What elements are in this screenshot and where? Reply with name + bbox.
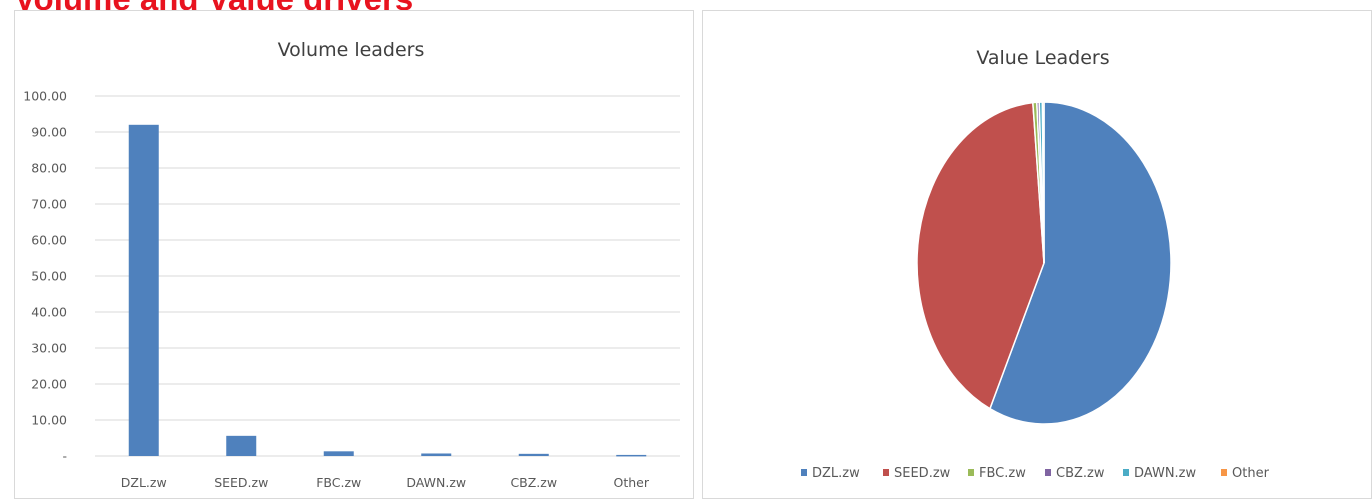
- value-leaders-chart-panel: Value Leaders DZL.zw SEED.zw FBC.zw CBZ.zw D…: [702, 10, 1372, 499]
- y-tick-label: 60.00: [31, 233, 67, 248]
- x-tick-label: DAWN.zw: [406, 475, 466, 490]
- volume-leaders-chart-title: Volume leaders: [278, 39, 425, 61]
- bars: [128, 124, 647, 457]
- y-tick-label: -: [62, 449, 67, 464]
- y-axis-tick-labels: - 10.00 20.00 30.00 40.00 50.00 60.00 70.00 80.0…: [23, 89, 67, 464]
- x-tick-label: FBC.zw: [316, 475, 361, 490]
- legend-swatch: [1221, 469, 1227, 476]
- y-tick-label: 10.00: [31, 413, 67, 428]
- legend-swatch: [968, 469, 974, 476]
- y-tick-label: 100.00: [23, 89, 67, 104]
- legend-swatch: [1045, 469, 1051, 476]
- pie-slice-other: [1041, 101, 1045, 264]
- legend-label: FBC.zw: [979, 466, 1026, 481]
- legend-label: SEED.zw: [894, 466, 951, 481]
- y-tick-label: 70.00: [31, 197, 67, 212]
- bar-seed-zw: [226, 435, 257, 456]
- x-tick-label: Other: [614, 475, 650, 490]
- legend-swatch: [801, 469, 807, 476]
- value-leaders-chart-title: Value Leaders: [976, 47, 1109, 69]
- x-tick-label: DZL.zw: [121, 475, 167, 490]
- y-tick-label: 80.00: [31, 161, 67, 176]
- pie-slices: [916, 101, 1172, 425]
- y-tick-label: 30.00: [31, 341, 67, 356]
- legend-swatch: [883, 469, 889, 476]
- bar-fbc-zw: [323, 451, 354, 456]
- legend-label: DZL.zw: [812, 466, 860, 481]
- legend-swatch: [1123, 469, 1129, 476]
- y-tick-label: 50.00: [31, 269, 67, 284]
- x-axis-tick-labels: DZL.zw SEED.zw FBC.zw DAWN.zw CBZ.zw Other: [121, 475, 650, 490]
- x-tick-label: CBZ.zw: [510, 475, 557, 490]
- x-tick-label: SEED.zw: [214, 475, 268, 490]
- pie-legend: DZL.zw SEED.zw FBC.zw CBZ.zw DAWN.zw Other: [801, 466, 1270, 481]
- volume-leaders-bar-chart: Volume leaders - 10.00 20.00 30.00 40.00 50.0…: [23, 39, 680, 490]
- y-tick-label: 90.00: [31, 125, 67, 140]
- legend-label: CBZ.zw: [1056, 466, 1105, 481]
- value-leaders-pie-chart: Value Leaders DZL.zw SEED.zw FBC.zw CBZ.zw D…: [801, 47, 1270, 481]
- legend-label: Other: [1232, 466, 1270, 481]
- pie-slice-seed-zw: [916, 101, 1045, 410]
- volume-leaders-chart-panel: Volume leaders - 10.00 20.00 30.00 40.00 50.0…: [14, 10, 694, 499]
- legend-label: DAWN.zw: [1134, 466, 1196, 481]
- y-tick-label: 40.00: [31, 305, 67, 320]
- bar-dzl-zw: [128, 124, 159, 457]
- bar-dawn-zw: [421, 453, 452, 456]
- gridlines: [95, 95, 680, 457]
- pie-slice-dzl-zw: [989, 101, 1172, 425]
- bar-other: [616, 454, 647, 457]
- y-tick-label: 20.00: [31, 377, 67, 392]
- bar-cbz-zw: [518, 453, 549, 456]
